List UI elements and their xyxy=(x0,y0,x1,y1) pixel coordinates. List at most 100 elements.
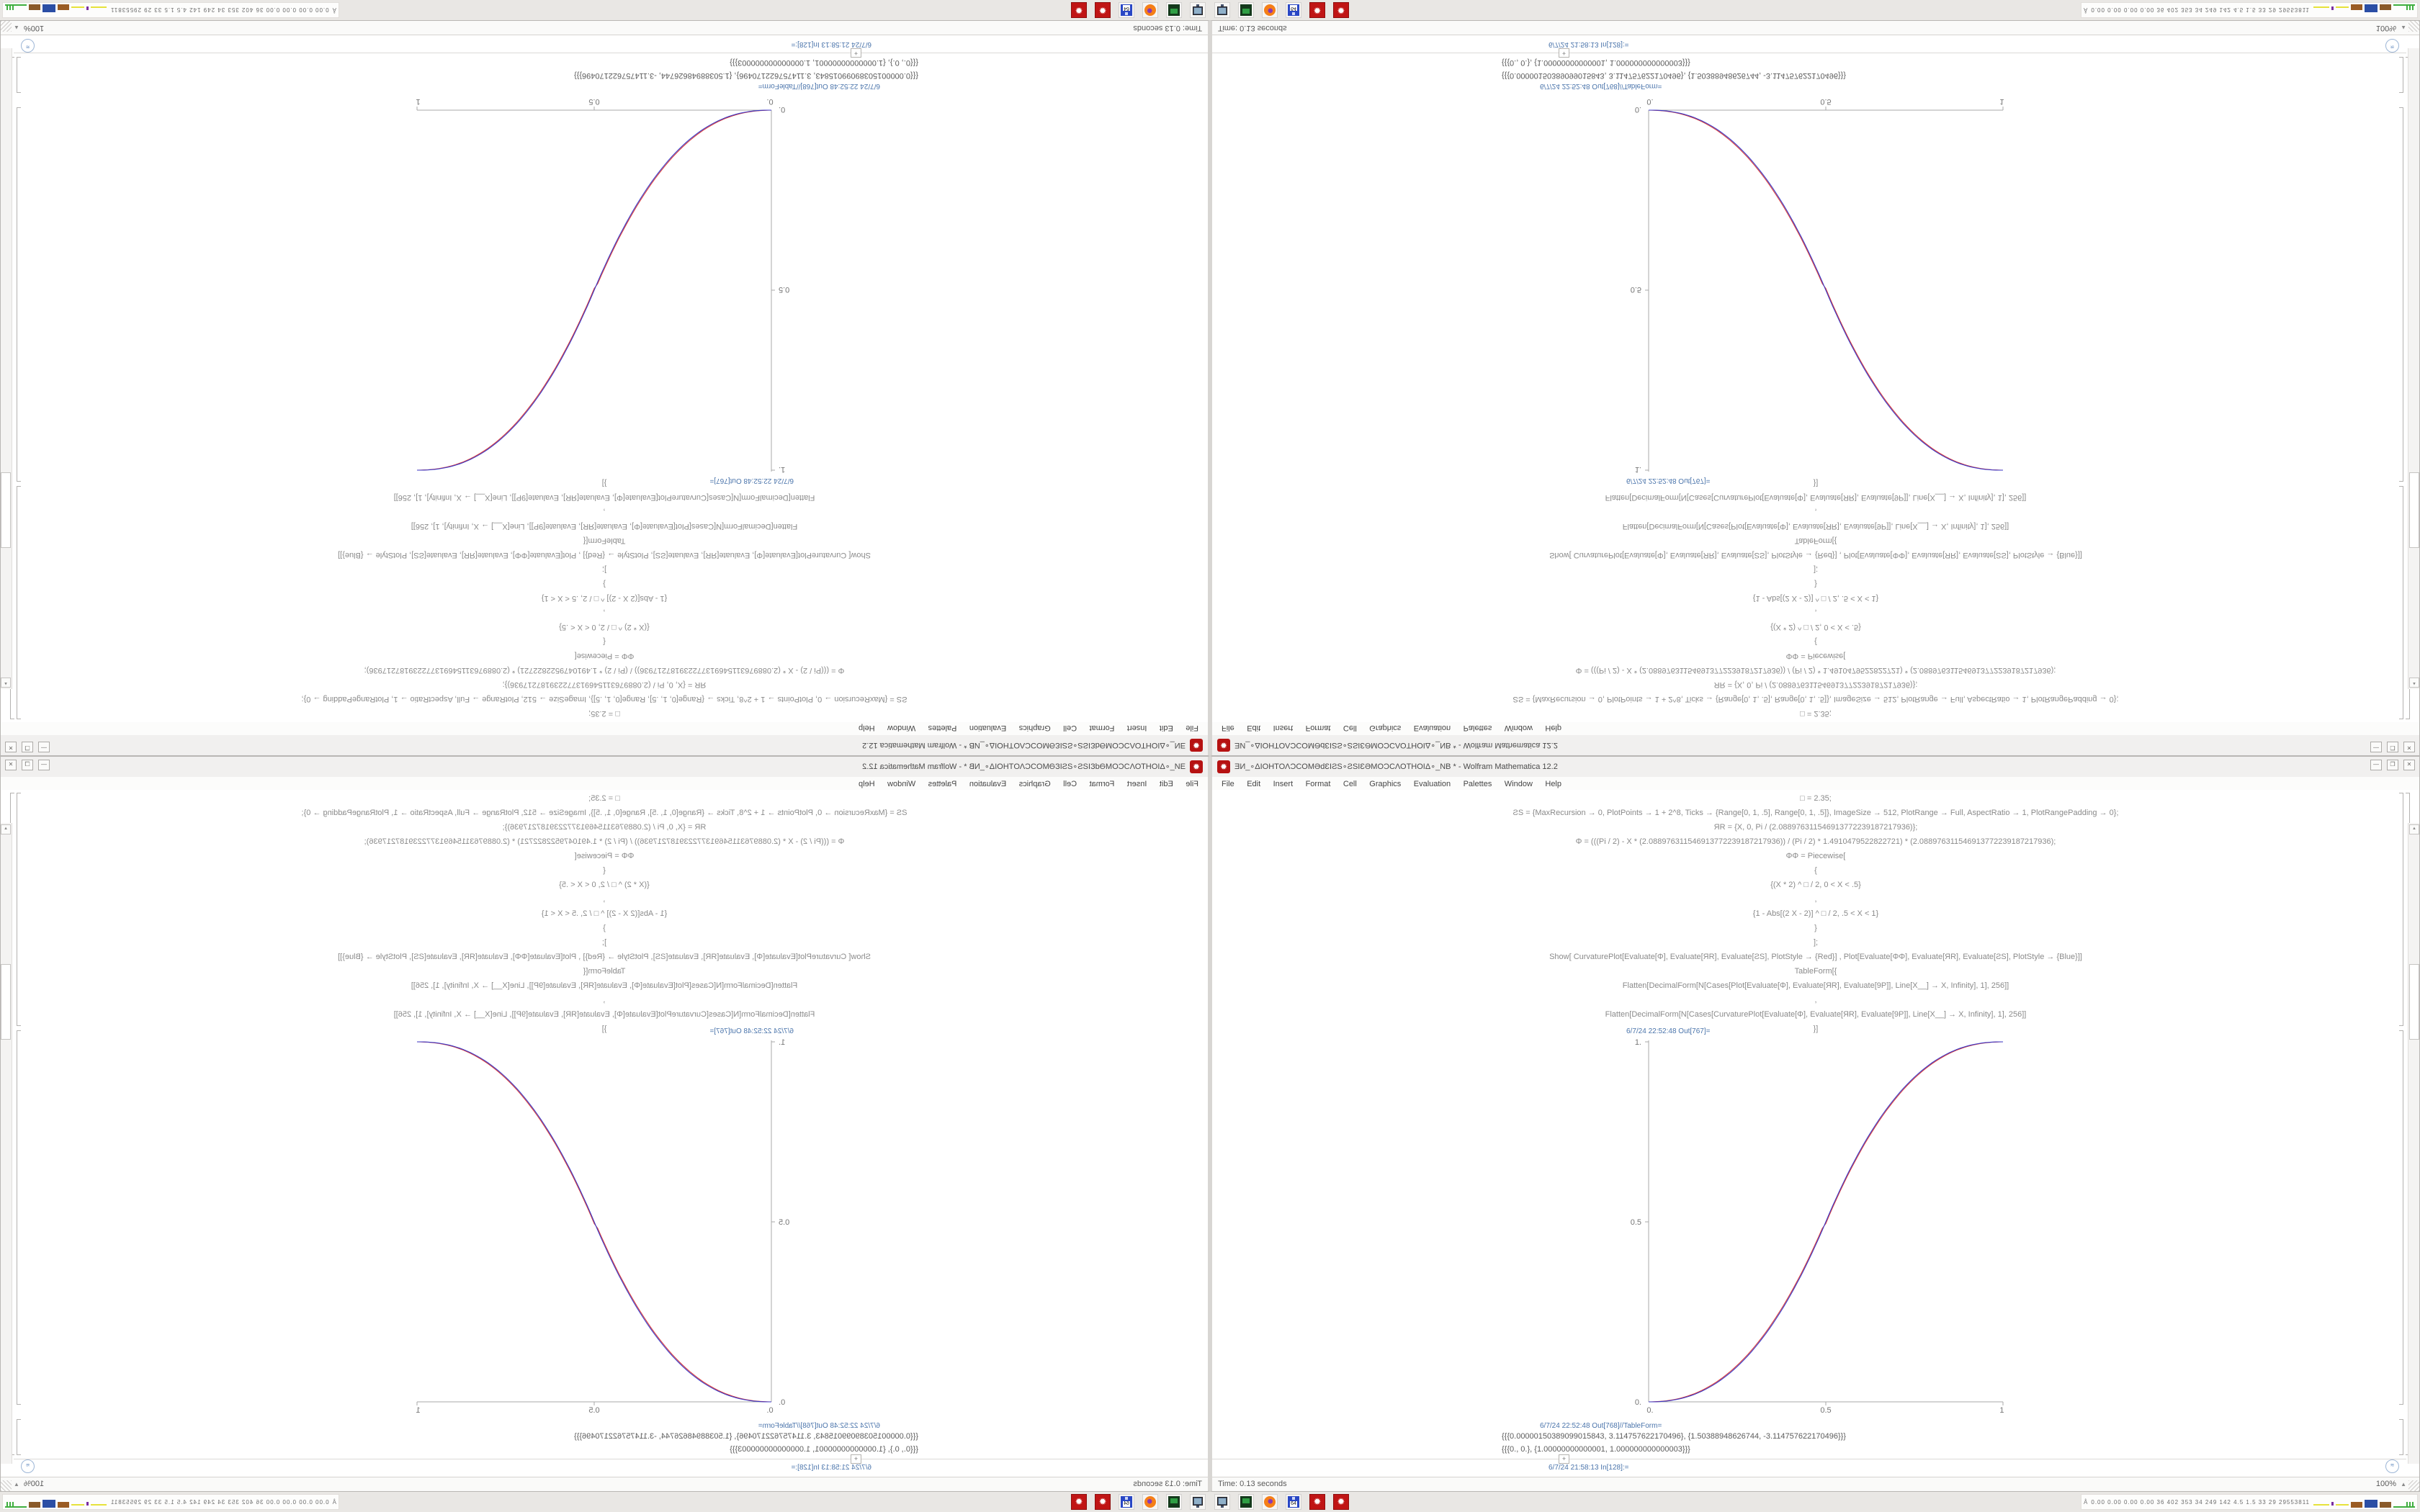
menu-insert[interactable]: Insert xyxy=(1126,724,1147,732)
table-output-cell-bracket[interactable] xyxy=(2399,57,2403,93)
resize-grip[interactable] xyxy=(1,21,12,32)
menu-edit[interactable]: Edit xyxy=(1159,780,1173,788)
menu-edit[interactable]: Edit xyxy=(1159,724,1173,732)
scrollbar-thumb[interactable] xyxy=(1,964,11,1040)
menu-window[interactable]: Window xyxy=(1504,724,1533,732)
menu-help[interactable]: Help xyxy=(859,724,875,732)
input-code-cell[interactable]: □ = 2.35; ƧS = {MaxRecursion → 0, PlotPoi… xyxy=(1,791,1208,1036)
scrollbar-up-arrow[interactable]: ▲ xyxy=(2409,678,2419,688)
menu-evaluation[interactable]: Evaluation xyxy=(1413,780,1451,788)
menu-help[interactable]: Help xyxy=(1545,780,1561,788)
magnification-menu-icon[interactable]: ▲ xyxy=(14,1481,19,1488)
plot-output-cell-bracket[interactable] xyxy=(2399,107,2403,482)
input-code-cell[interactable]: □ = 2.35; ƧS = {MaxRecursion → 0, PlotPoi… xyxy=(1212,791,2419,1036)
title-bar[interactable]: ✹ ƎИ_∘ΔΙΟΗΤΟΛƆCOMƏdƐIƧS∘ƧSIƐƏMOƆCΛΟΤΗΟΙΔ… xyxy=(1,734,1208,755)
mathematica-taskbar-icon-1[interactable]: ✹ xyxy=(1309,2,1325,18)
firefox-icon[interactable] xyxy=(1142,2,1158,18)
maximize-button[interactable]: ❐ xyxy=(2387,760,2398,770)
title-bar[interactable]: ✹ ƎИ_∘ΔΙΟΗΤΟΛƆCOMƏdƐIƧS∘ƧSIƐƏMOƆCΛΟΤΗΟΙΔ… xyxy=(1212,734,2419,755)
scrollbar-thumb[interactable] xyxy=(2409,472,2419,548)
system-monitor-tray[interactable]: Å 0.00 0.00 0.00 0.00 36 402 353 34 249 … xyxy=(2081,1494,2418,1510)
minimize-button[interactable]: — xyxy=(38,760,50,770)
menu-edit[interactable]: Edit xyxy=(1247,724,1261,732)
package-app-icon[interactable] xyxy=(1166,2,1182,18)
mathematica-taskbar-icon-2[interactable]: ✹ xyxy=(1071,1494,1087,1510)
mathematica-taskbar-icon-2[interactable]: ✹ xyxy=(1071,2,1087,18)
menu-format[interactable]: Format xyxy=(1305,780,1331,788)
mathematica-taskbar-icon-1[interactable]: ✹ xyxy=(1095,2,1111,18)
mathematica-taskbar-icon-2[interactable]: ✹ xyxy=(1333,2,1349,18)
menu-edit[interactable]: Edit xyxy=(1247,780,1261,788)
close-button[interactable]: ✕ xyxy=(5,742,17,752)
vertical-scrollbar[interactable]: ▲ xyxy=(2408,48,2419,689)
vertical-scrollbar[interactable]: ▲ xyxy=(1,48,12,689)
floppy-64-app-icon[interactable]: 64 xyxy=(1286,1494,1301,1510)
firefox-icon[interactable] xyxy=(1262,2,1278,18)
close-button[interactable]: ✕ xyxy=(5,760,17,770)
menu-insert[interactable]: Insert xyxy=(1126,780,1147,788)
scrollbar-thumb[interactable] xyxy=(1,472,11,548)
menu-graphics[interactable]: Graphics xyxy=(1369,780,1402,788)
magnification-level[interactable]: 100% xyxy=(24,1480,45,1488)
vertical-scrollbar[interactable]: ▲ xyxy=(1,823,12,1464)
resize-grip[interactable] xyxy=(2408,1480,2419,1491)
firefox-icon[interactable] xyxy=(1262,1494,1278,1510)
menu-format[interactable]: Format xyxy=(1089,780,1115,788)
vertical-scrollbar[interactable]: ▲ xyxy=(2408,823,2419,1464)
menu-window[interactable]: Window xyxy=(1504,780,1533,788)
magnification-level[interactable]: 100% xyxy=(2375,24,2396,32)
package-app-icon[interactable] xyxy=(1238,1494,1254,1510)
menu-format[interactable]: Format xyxy=(1089,724,1115,732)
suggestions-bar-icon[interactable]: ≋ xyxy=(2385,39,2399,53)
minimize-button[interactable]: — xyxy=(38,742,50,752)
menu-palettes[interactable]: Palettes xyxy=(1463,780,1492,788)
mathematica-taskbar-icon-1[interactable]: ✹ xyxy=(1309,1494,1325,1510)
mathematica-taskbar-icon-2[interactable]: ✹ xyxy=(1333,1494,1349,1510)
system-monitor-tray[interactable]: Å 0.00 0.00 0.00 0.00 36 402 353 34 249 … xyxy=(2,2,339,18)
scrollbar-up-arrow[interactable]: ▲ xyxy=(2409,824,2419,834)
plot-output-cell-bracket[interactable] xyxy=(2399,1030,2403,1405)
input-cell-bracket[interactable] xyxy=(17,793,21,1026)
menu-cell[interactable]: Cell xyxy=(1343,780,1357,788)
mathematica-taskbar-icon-1[interactable]: ✹ xyxy=(1095,1494,1111,1510)
close-button[interactable]: ✕ xyxy=(2403,760,2415,770)
scrollbar-thumb[interactable] xyxy=(2409,964,2419,1040)
menu-file[interactable]: File xyxy=(1222,780,1234,788)
menu-graphics[interactable]: Graphics xyxy=(1018,780,1051,788)
package-app-icon[interactable] xyxy=(1166,1494,1182,1510)
menu-palettes[interactable]: Palettes xyxy=(1463,724,1492,732)
title-bar[interactable]: ✹ ƎИ_∘ΔΙΟΗΤΟΛƆCOMƏdƐIƧS∘ƧSIƐƏMOƆCΛΟΤΗΟΙΔ… xyxy=(1212,757,2419,778)
maximize-button[interactable]: ❐ xyxy=(22,742,33,752)
suggestions-bar-icon[interactable]: ≋ xyxy=(21,1459,35,1473)
magnification-menu-icon[interactable]: ▲ xyxy=(14,24,19,31)
magnification-menu-icon[interactable]: ▲ xyxy=(2401,1481,2406,1488)
monitor-app-icon[interactable] xyxy=(1190,1494,1206,1510)
insert-cell-plus-button[interactable]: + xyxy=(851,48,861,58)
menu-format[interactable]: Format xyxy=(1305,724,1331,732)
menu-evaluation[interactable]: Evaluation xyxy=(969,724,1007,732)
input-cell-bracket[interactable] xyxy=(2399,486,2403,719)
system-monitor-tray[interactable]: Å 0.00 0.00 0.00 0.00 36 402 353 34 249 … xyxy=(2,1494,339,1510)
table-output-cell-bracket[interactable] xyxy=(17,57,21,93)
menu-file[interactable]: File xyxy=(1186,724,1198,732)
scrollbar-up-arrow[interactable]: ▲ xyxy=(1,824,11,834)
close-button[interactable]: ✕ xyxy=(2403,742,2415,752)
resize-grip[interactable] xyxy=(1,1480,12,1491)
menu-file[interactable]: File xyxy=(1186,780,1198,788)
menu-graphics[interactable]: Graphics xyxy=(1018,724,1051,732)
maximize-button[interactable]: ❐ xyxy=(22,760,33,770)
menu-graphics[interactable]: Graphics xyxy=(1369,724,1402,732)
minimize-button[interactable]: — xyxy=(2370,742,2382,752)
package-app-icon[interactable] xyxy=(1238,2,1254,18)
magnification-level[interactable]: 100% xyxy=(2375,1480,2396,1488)
menu-window[interactable]: Window xyxy=(887,724,916,732)
suggestions-bar-icon[interactable]: ≋ xyxy=(2385,1459,2399,1473)
minimize-button[interactable]: — xyxy=(2370,760,2382,770)
floppy-64-app-icon[interactable]: 64 xyxy=(1119,2,1134,18)
suggestions-bar-icon[interactable]: ≋ xyxy=(21,39,35,53)
magnification-menu-icon[interactable]: ▲ xyxy=(2401,24,2406,31)
scrollbar-up-arrow[interactable]: ▲ xyxy=(1,678,11,688)
menu-evaluation[interactable]: Evaluation xyxy=(1413,724,1451,732)
plot-output-cell-bracket[interactable] xyxy=(17,1030,21,1405)
input-code-cell[interactable]: □ = 2.35; ƧS = {MaxRecursion → 0, PlotPoi… xyxy=(1212,476,2419,721)
